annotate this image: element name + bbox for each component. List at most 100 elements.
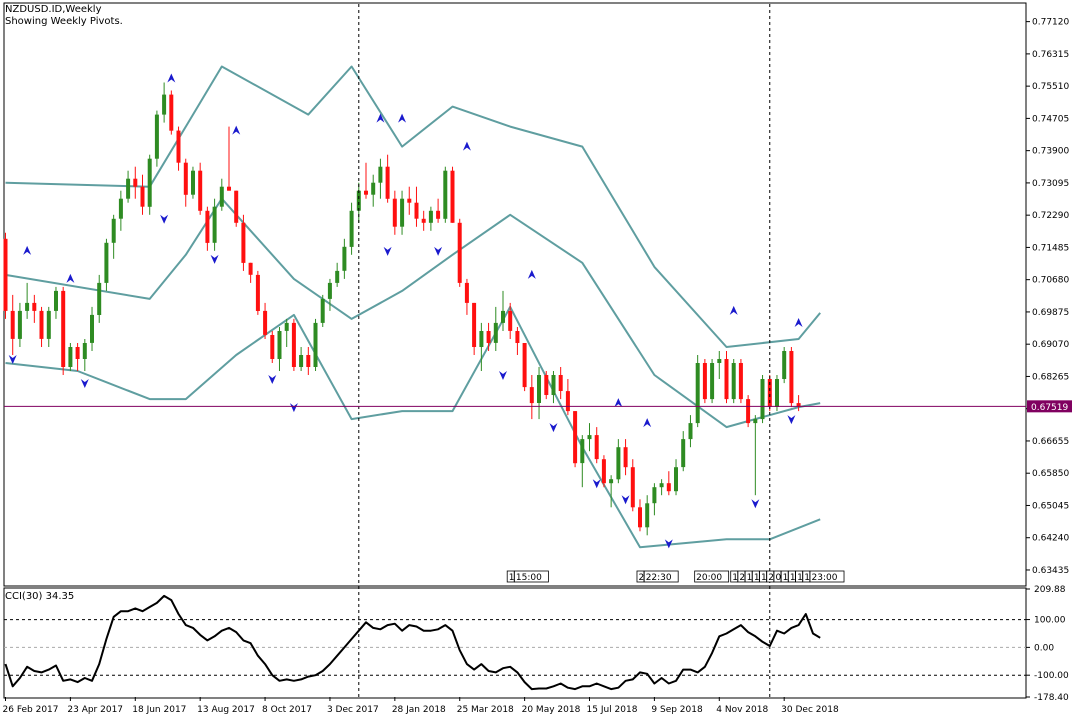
pivot-up-arrow-icon (527, 269, 536, 279)
time-tick-label: 25 Mar 2018 (457, 705, 514, 715)
candle-body (421, 218, 426, 223)
candle-body (17, 310, 22, 339)
time-tick-label: 28 Jan 2018 (392, 705, 446, 715)
pivot-down-arrow-icon (664, 539, 673, 549)
candle-body (616, 447, 621, 480)
session-tag: 2 (737, 570, 746, 583)
session-tag: 1 (802, 570, 811, 583)
candle (710, 359, 715, 404)
pivot-down-arrow-icon (592, 479, 601, 489)
price-tick-label: 0.68265 (1032, 372, 1069, 382)
bollinger-bands (5, 65, 821, 549)
candle (46, 306, 51, 347)
candle-body (638, 507, 642, 528)
candle (738, 359, 743, 404)
candle (378, 158, 383, 199)
cci-line (4, 594, 821, 691)
candle-body (255, 274, 260, 311)
current-price-badge (1027, 400, 1072, 413)
pivot-up-arrow-icon (376, 113, 385, 123)
pivot-down-arrow-icon (268, 375, 277, 385)
session-tag: 1 (730, 570, 739, 583)
candle (68, 343, 73, 371)
candle-body (248, 262, 253, 275)
candle (565, 379, 570, 416)
pivot-down-arrow-icon (751, 499, 760, 509)
candle-body (364, 190, 368, 195)
candle (371, 174, 376, 207)
candle (219, 178, 224, 211)
cci-axis: 209.88 100.00 0.00 -100.00 -178.40 (1026, 585, 1069, 703)
price-tick-label: 0.73095 (1032, 179, 1069, 189)
candle (140, 174, 145, 215)
candle (529, 375, 534, 420)
candle (630, 459, 635, 512)
pivot-up-arrow-icon (643, 418, 652, 428)
session-tag-label: 0 (775, 573, 781, 583)
candle (61, 286, 66, 375)
candle (796, 395, 801, 412)
candle-body (10, 310, 15, 339)
candle-body (385, 166, 390, 199)
candle-body (688, 423, 693, 440)
candle (551, 371, 556, 404)
cci-tick-label: -100.00 (1034, 671, 1069, 681)
candle-body (623, 447, 628, 468)
time-tick-label: 4 Nov 2018 (716, 705, 768, 715)
session-tag-label: 20:00 (696, 573, 722, 583)
candle-body (414, 202, 419, 219)
time-tick-label: 30 Dec 2018 (781, 705, 839, 715)
candle-body (154, 114, 159, 159)
candle-body (659, 483, 664, 488)
session-tag: 1 (744, 570, 753, 583)
candle (327, 278, 332, 311)
candle (291, 318, 296, 371)
candle-body (645, 503, 650, 528)
cci-pane-frame (3, 587, 1027, 699)
candle-body (457, 222, 462, 283)
candle (248, 262, 253, 283)
candle (753, 415, 758, 496)
candle (457, 218, 462, 287)
candle (486, 322, 491, 351)
pivot-up-arrow-icon (462, 141, 471, 151)
candle-body (191, 170, 195, 195)
candle (702, 359, 707, 404)
candle-body (746, 399, 751, 424)
session-tag-label: 1 (790, 573, 796, 583)
candle (54, 286, 58, 319)
candle-body (212, 206, 217, 243)
candle (775, 375, 779, 412)
candle (472, 302, 477, 355)
candle (717, 351, 722, 379)
session-tag-label: 1 (783, 573, 789, 583)
candle-body (169, 94, 174, 131)
candle (191, 166, 195, 199)
candle (623, 439, 628, 476)
candle-body (241, 222, 246, 263)
candle (284, 318, 289, 347)
candle (501, 290, 505, 331)
candle-body (674, 467, 678, 492)
candle (746, 395, 751, 428)
pivot-info-text: Showing Weekly Pivots. (5, 16, 123, 27)
candle (580, 435, 585, 488)
time-axis: 26 Feb 2017 23 Apr 2017 18 Jun 2017 13 Aug … (3, 697, 839, 715)
candle (493, 306, 498, 351)
candle (760, 375, 765, 424)
candle (205, 206, 210, 251)
candle (695, 355, 700, 428)
candle-body (501, 310, 505, 323)
pivot-up-arrow-icon (66, 273, 75, 283)
candle (270, 331, 275, 363)
candle-body (335, 270, 340, 283)
candle-body (537, 375, 541, 403)
price-tick-label: 0.72290 (1032, 211, 1069, 221)
time-tick-label: 23 Apr 2017 (67, 705, 123, 715)
pivot-down-arrow-icon (383, 246, 392, 256)
session-tag: 15:00 (514, 570, 549, 583)
candle (400, 190, 405, 235)
candle-body (738, 363, 743, 400)
candle (75, 343, 80, 371)
